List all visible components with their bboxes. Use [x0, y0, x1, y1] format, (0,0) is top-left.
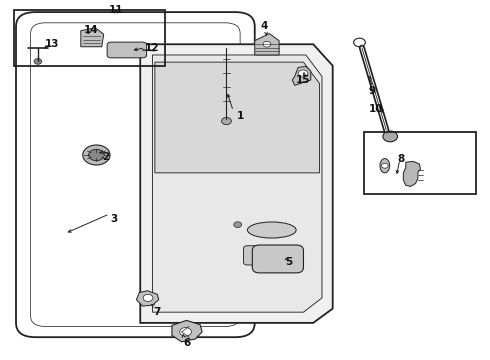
Polygon shape — [255, 33, 279, 55]
Text: 5: 5 — [285, 257, 293, 267]
Text: 1: 1 — [237, 111, 244, 121]
Text: 8: 8 — [397, 154, 405, 163]
Circle shape — [383, 131, 397, 142]
Text: 15: 15 — [296, 75, 311, 85]
Text: 4: 4 — [261, 21, 268, 31]
Polygon shape — [292, 66, 311, 85]
Bar — [14, 10, 165, 66]
Text: 11: 11 — [109, 5, 123, 15]
Polygon shape — [152, 55, 322, 312]
Circle shape — [89, 149, 104, 161]
Bar — [365, 132, 476, 194]
FancyBboxPatch shape — [252, 245, 303, 273]
FancyBboxPatch shape — [107, 42, 147, 58]
Text: 2: 2 — [102, 152, 110, 162]
Text: 14: 14 — [84, 25, 99, 35]
Circle shape — [34, 59, 42, 64]
Text: 12: 12 — [145, 43, 160, 53]
Text: 9: 9 — [368, 86, 375, 96]
Text: 10: 10 — [369, 104, 384, 113]
Circle shape — [263, 41, 271, 47]
Polygon shape — [136, 291, 159, 306]
Circle shape — [298, 70, 308, 77]
Circle shape — [234, 222, 242, 228]
Polygon shape — [81, 28, 104, 47]
Circle shape — [381, 163, 388, 168]
Circle shape — [221, 117, 231, 125]
Circle shape — [83, 145, 110, 165]
Text: 7: 7 — [153, 307, 161, 317]
Polygon shape — [155, 62, 319, 173]
Circle shape — [143, 294, 153, 301]
Text: 6: 6 — [183, 338, 190, 347]
Polygon shape — [140, 44, 333, 323]
Ellipse shape — [380, 158, 390, 173]
Text: 13: 13 — [45, 39, 60, 49]
Text: 3: 3 — [110, 214, 117, 224]
FancyBboxPatch shape — [244, 246, 293, 265]
Polygon shape — [172, 320, 202, 342]
Polygon shape — [403, 161, 420, 186]
Ellipse shape — [247, 222, 296, 238]
Circle shape — [180, 328, 192, 336]
